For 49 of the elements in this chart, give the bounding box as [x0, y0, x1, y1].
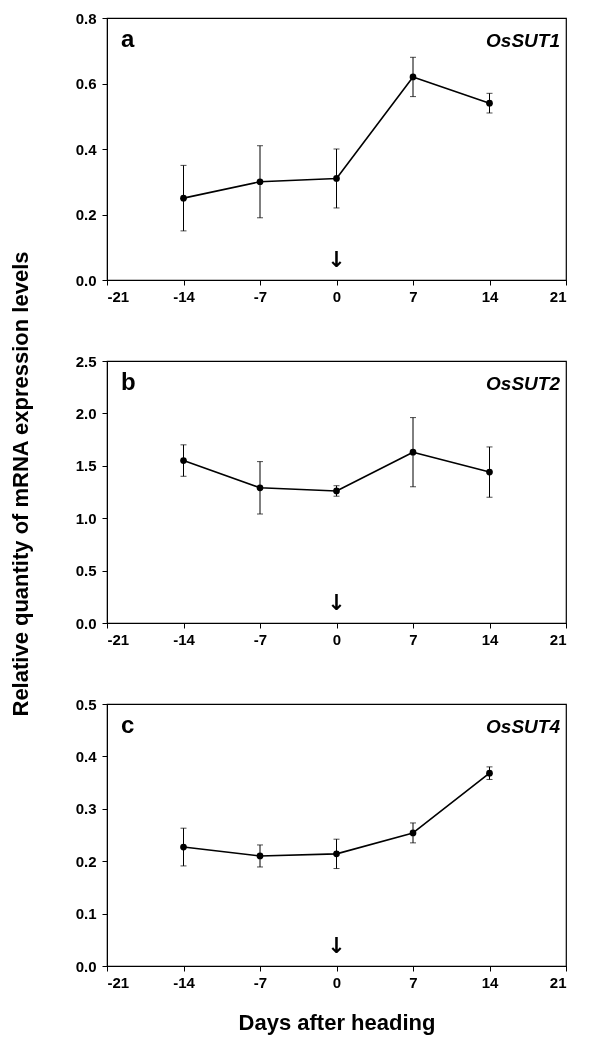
x-tick-label: -21 — [107, 630, 130, 648]
y-tick-label: 0.3 — [75, 800, 97, 818]
x-tick-label: -21 — [107, 973, 130, 991]
x-tick-label: -14 — [173, 287, 196, 305]
x-tick-label: 7 — [409, 287, 418, 305]
y-tick-label: 0.8 — [75, 9, 97, 27]
x-tick-label: 0 — [332, 287, 342, 305]
x-tick-label: -14 — [173, 973, 196, 991]
annotation: ↓ — [327, 247, 346, 272]
x-tick-label: -7 — [253, 287, 268, 305]
y-tick-label: 2.0 — [75, 404, 97, 422]
y-tick-label: 0.5 — [75, 695, 97, 713]
x-tick-label: -14 — [173, 630, 196, 648]
y-tick-label: 0.0 — [75, 957, 97, 975]
x-tick-label: -7 — [253, 630, 268, 648]
y-tick-label: 1.5 — [75, 457, 97, 475]
y-tick-label: 0.2 — [75, 852, 97, 870]
annotation: OsSUT1 — [486, 30, 560, 51]
y-tick-label: 2.5 — [75, 352, 97, 370]
x-tick-label: 21 — [549, 630, 567, 648]
x-tick-label: 21 — [549, 287, 567, 305]
y-tick-label: 1.0 — [75, 509, 97, 527]
x-tick-label: 21 — [549, 973, 567, 991]
annotation: ↓ — [327, 590, 346, 615]
y-tick-label: 0.1 — [75, 905, 97, 923]
annotation: b — [121, 368, 136, 395]
annotation: a — [121, 25, 135, 52]
x-tick-label: 14 — [481, 973, 499, 991]
annotation: OsSUT4 — [486, 716, 561, 737]
y-tick-label: 0.4 — [75, 747, 98, 765]
annotation: ↓ — [327, 933, 346, 958]
annotation: OsSUT2 — [486, 373, 561, 394]
y-tick-label: 0.4 — [75, 140, 98, 158]
x-tick-label: -7 — [253, 973, 268, 991]
x-axis-title: Days after heading — [238, 1009, 436, 1035]
x-tick-label: 14 — [481, 287, 499, 305]
x-tick-label: 7 — [409, 973, 418, 991]
x-tick-label: 7 — [409, 630, 418, 648]
y-tick-label: 0.2 — [75, 206, 97, 223]
y-tick-label: 0.6 — [75, 75, 97, 92]
y-tick-label: 0.5 — [75, 562, 97, 580]
x-tick-label: 0 — [332, 630, 342, 648]
y-axis-title: Relative quantity of mRNA expression levels — [8, 251, 33, 717]
x-tick-label: 0 — [332, 973, 342, 991]
x-tick-label: 14 — [481, 630, 499, 648]
y-tick-label: 0.0 — [75, 614, 97, 632]
x-tick-label: -21 — [107, 287, 130, 305]
y-tick-label: 0.0 — [75, 271, 97, 289]
annotation: c — [121, 711, 135, 738]
